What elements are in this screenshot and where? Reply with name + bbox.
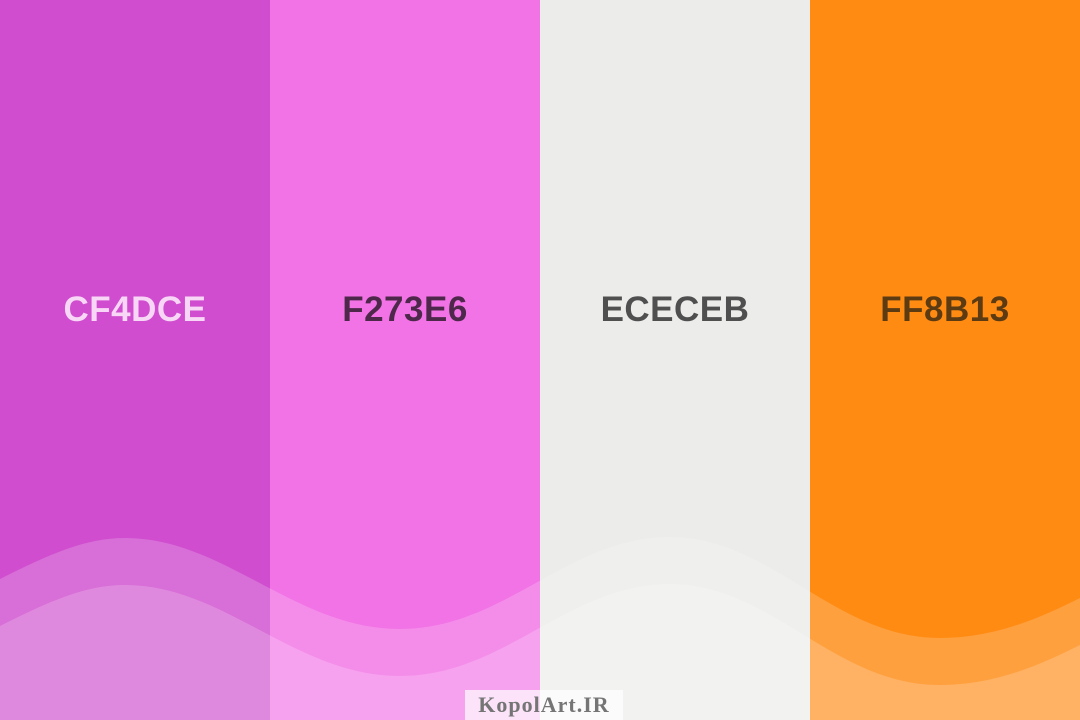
watermark-text: KopolArt.IR [478, 692, 610, 717]
watermark-badge: KopolArt.IR [465, 690, 623, 720]
hex-label-4: FF8B13 [880, 290, 1010, 329]
color-swatch-2: F273E6 [270, 0, 540, 720]
hex-label-3: ECECEB [600, 290, 750, 329]
color-swatch-1: CF4DCE [0, 0, 270, 720]
color-swatch-4: FF8B13 [810, 0, 1080, 720]
hex-label-2: F273E6 [342, 290, 468, 329]
color-swatch-3: ECECEB [540, 0, 810, 720]
hex-label-1: CF4DCE [63, 290, 207, 329]
